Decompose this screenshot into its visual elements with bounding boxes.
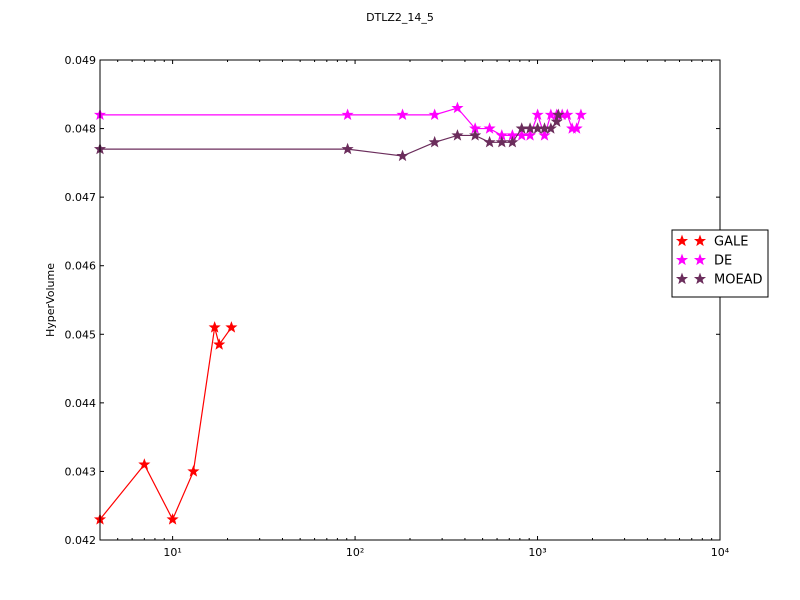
moead-point — [428, 135, 441, 148]
legend-item-de: DE — [675, 253, 732, 269]
y-tick-label: 0.046 — [65, 260, 97, 273]
y-tick-label: 0.044 — [65, 397, 97, 410]
legend-box — [671, 229, 769, 298]
legend-label: MOEAD — [714, 273, 763, 288]
chart-title: DTLZ2_14_5 — [366, 11, 434, 24]
legend-marker — [675, 253, 689, 266]
x-tick-label: 10¹ — [163, 546, 181, 559]
de-point — [538, 129, 551, 141]
legend: GALE DE MOEAD — [671, 229, 769, 298]
legend-marker — [675, 272, 689, 285]
de-point — [574, 108, 587, 121]
legend-marker — [675, 234, 689, 247]
y-tick-label: 0.049 — [65, 54, 97, 67]
moead-point — [483, 135, 496, 148]
y-tick-label: 0.045 — [65, 328, 97, 341]
moead-point — [451, 129, 464, 141]
moead-point — [495, 135, 508, 148]
x-tick-label: 10⁴ — [711, 546, 730, 559]
y-tick-label: 0.047 — [65, 191, 97, 204]
y-tick-label: 0.048 — [65, 123, 97, 136]
moead-point — [550, 115, 563, 127]
de-point — [451, 101, 464, 114]
gale-point — [187, 465, 200, 477]
legend-marker — [693, 234, 707, 247]
de-point — [428, 108, 441, 121]
de-point — [341, 108, 354, 121]
x-axis-ticks: 10¹ 10² 10³ 10⁴ — [117, 60, 730, 559]
moead-point — [506, 135, 519, 148]
moead-point — [341, 142, 354, 155]
x-tick-label: 10³ — [528, 546, 546, 559]
de-point — [396, 108, 409, 121]
gale-point — [213, 338, 226, 350]
gale-point — [138, 458, 151, 470]
moead-point — [469, 129, 482, 141]
y-axis-ticks: 0.042 0.043 0.044 0.045 0.046 0.047 0.048 0.049 — [65, 54, 720, 547]
de-point — [483, 122, 496, 134]
series-moead — [93, 108, 565, 162]
y-axis-label: HyperVolume — [44, 263, 57, 337]
legend-item-gale: GALE — [675, 234, 748, 250]
legend-label: DE — [714, 254, 732, 269]
de-point — [570, 122, 583, 134]
y-tick-label: 0.043 — [65, 465, 97, 478]
legend-marker — [693, 253, 707, 266]
gale-point — [166, 513, 179, 525]
moead-point — [552, 108, 565, 121]
de-point — [531, 108, 544, 121]
moead-point — [544, 122, 557, 134]
legend-item-moead: MOEAD — [675, 272, 763, 288]
moead-point — [396, 149, 409, 162]
x-tick-label: 10² — [346, 546, 364, 559]
de-point — [524, 129, 537, 141]
y-tick-label: 0.042 — [65, 534, 97, 547]
gale-point — [225, 321, 238, 333]
plot-area-frame — [99, 59, 721, 541]
legend-label: GALE — [714, 235, 748, 250]
legend-marker — [693, 272, 707, 285]
gale-point — [208, 321, 221, 333]
